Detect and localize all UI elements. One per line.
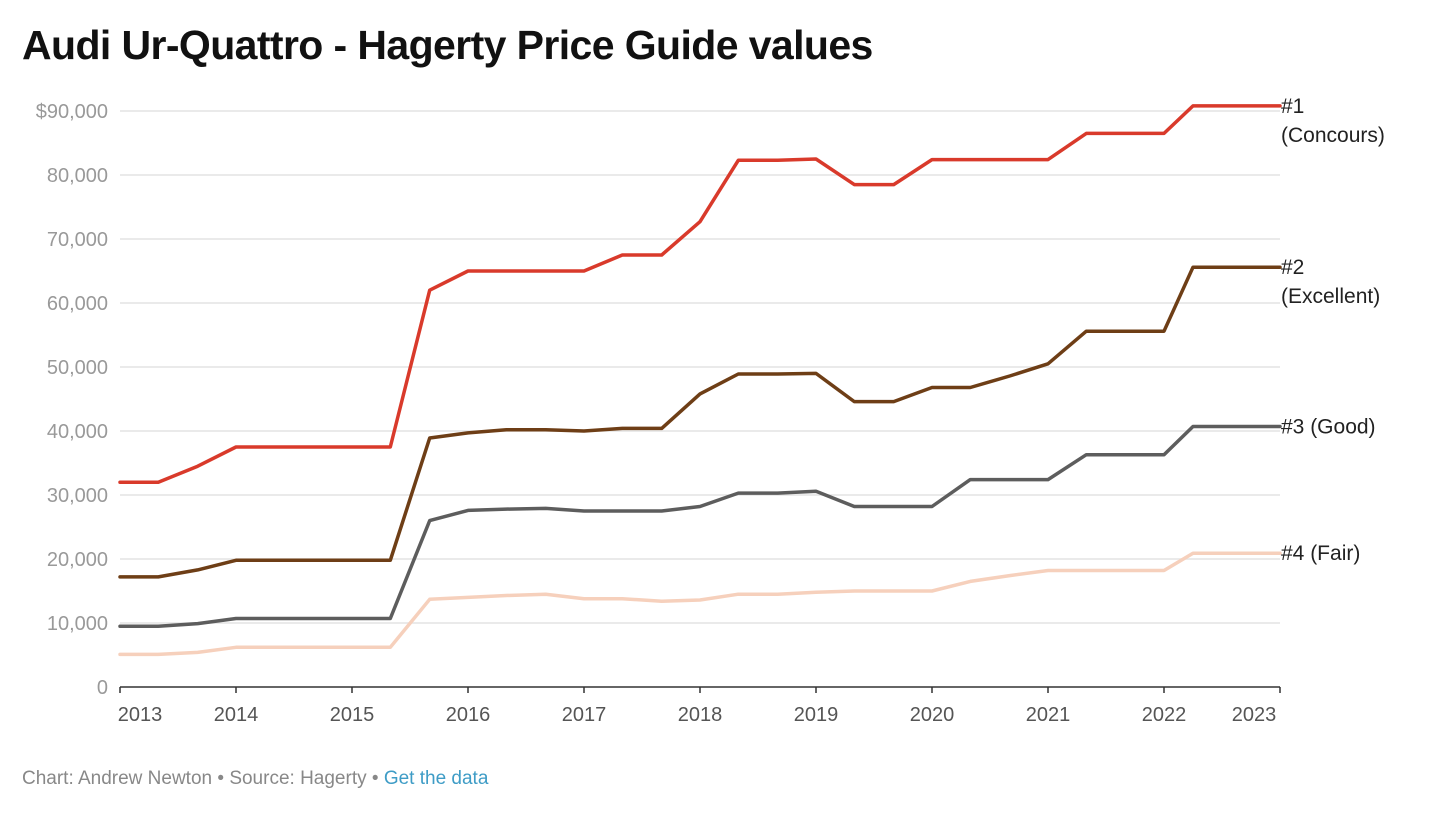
chart-footer: Chart: Andrew Newton • Source: Hagerty •…: [22, 768, 488, 790]
series-label: #3 (Good): [1281, 416, 1376, 439]
chart-title: Audi Ur-Quattro - Hagerty Price Guide va…: [22, 22, 873, 68]
series-line-4: [118, 551, 1282, 657]
x-tick-label: 2022: [1142, 704, 1187, 726]
x-tick-label: 2016: [446, 704, 491, 726]
line-chart: 0 10,000 20,000 30,000 40,000 50,000 60,000 70,…: [36, 95, 1385, 726]
x-tick-label: 2015: [330, 704, 375, 726]
x-tick-label: 2013: [118, 704, 163, 726]
x-tick-label: 2017: [562, 704, 607, 726]
gridlines: [120, 110, 1280, 624]
series-label: #2: [1281, 256, 1304, 279]
y-tick-label: 50,000: [47, 357, 108, 379]
x-tick-label: 2021: [1026, 704, 1071, 726]
series-label: #4 (Fair): [1281, 542, 1360, 565]
series-labels: #1 (Concours) #2 (Excellent) #3 (Good) #4 (Fa…: [1281, 95, 1385, 565]
y-tick-label: 10,000: [47, 613, 108, 635]
series-label: (Concours): [1281, 124, 1385, 147]
x-axis: 2013 2014 2015 2016 2017 2018 2019 2020 2021 2022…: [118, 686, 1281, 726]
series-line-3: [118, 424, 1282, 628]
series-label: (Excellent): [1281, 285, 1380, 308]
series-line-1: [118, 104, 1282, 484]
y-axis-ticks: 0 10,000 20,000 30,000 40,000 50,000 60,000 70,…: [36, 101, 108, 699]
x-tick-label: 2019: [794, 704, 839, 726]
y-tick-label: 20,000: [47, 549, 108, 571]
x-tick-label: 2014: [214, 704, 259, 726]
y-tick-label: $90,000: [36, 101, 108, 123]
series-label: #1: [1281, 95, 1304, 118]
y-tick-label: 40,000: [47, 421, 108, 443]
source-credit: Source: Hagerty: [229, 768, 367, 789]
series-lines: [118, 104, 1282, 657]
x-tick-label: 2018: [678, 704, 723, 726]
get-the-data-link[interactable]: Get the data: [383, 768, 489, 789]
footer-separator: •: [212, 768, 230, 789]
x-tick-label: 2020: [910, 704, 955, 726]
series-line-2: [118, 265, 1282, 579]
y-tick-label: 0: [97, 677, 108, 699]
y-tick-label: 80,000: [47, 165, 108, 187]
y-tick-label: 70,000: [47, 229, 108, 251]
chart-credit: Chart: Andrew Newton: [22, 768, 213, 789]
y-tick-label: 60,000: [47, 293, 108, 315]
y-tick-label: 30,000: [47, 485, 108, 507]
footer-separator-2: •: [366, 768, 384, 789]
x-tick-label: 2023: [1232, 704, 1277, 726]
